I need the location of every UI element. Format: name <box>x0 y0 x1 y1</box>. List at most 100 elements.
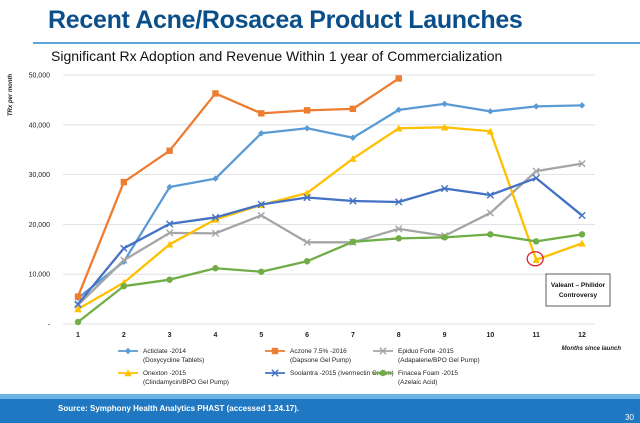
data-point <box>303 193 311 202</box>
data-point <box>532 167 540 175</box>
legend-marker <box>379 369 387 377</box>
data-point <box>532 238 540 245</box>
marker-stroke <box>379 347 387 355</box>
x-axis-ticks: 1 2 3 4 5 6 7 8 9 10 11 12 <box>76 332 586 339</box>
marker-stroke <box>165 229 174 237</box>
slide-subtitle: Significant Rx Adoption and Revenue With… <box>51 48 503 64</box>
footer-bar <box>0 399 640 423</box>
legend-entry: Onexton -2015 (Clindamycin/BPO Gel Pump) <box>118 369 229 386</box>
data-point <box>165 240 174 248</box>
x-tick-label: 9 <box>443 332 447 339</box>
data-point <box>303 125 311 132</box>
data-point <box>165 229 174 237</box>
data-point <box>211 229 220 238</box>
data-point <box>166 276 173 283</box>
marker-stroke <box>211 213 220 222</box>
legend-label: Finacea Foam -2015 <box>398 370 458 377</box>
data-point <box>120 256 128 264</box>
series-5 <box>74 174 586 308</box>
legend-marker <box>271 347 279 355</box>
marker-stroke <box>303 193 311 202</box>
data-point <box>395 75 402 82</box>
legend: Acticlate -2014 (Doxycycline Tablets) Aczo… <box>118 347 480 386</box>
marker-stroke <box>271 369 279 377</box>
y-axis-label: TRx per month <box>8 74 14 117</box>
data-point <box>303 258 311 265</box>
x-tick-label: 6 <box>305 332 309 339</box>
legend-sublabel: (Dapsone Gel Pump) <box>290 357 351 364</box>
x-tick-label: 5 <box>259 332 263 339</box>
data-point <box>303 238 311 247</box>
data-point <box>74 305 82 313</box>
y-tick-label: 40,000 <box>29 122 51 129</box>
legend-label: Aczone 7.5% -2016 <box>290 348 347 355</box>
marker-stroke <box>395 225 403 233</box>
x-tick-label: 11 <box>532 332 540 339</box>
annotation-box <box>545 273 611 307</box>
data-point <box>440 123 449 131</box>
marker-stroke <box>532 167 540 175</box>
legend-label: Acticlate -2014 <box>143 348 186 355</box>
x-tick-label: 4 <box>214 332 218 339</box>
data-point <box>349 134 357 141</box>
data-point <box>120 244 128 252</box>
legend-sublabel: (Azelaic Acid) <box>398 379 437 386</box>
x-tick-label: 8 <box>397 332 401 339</box>
data-point <box>395 235 402 242</box>
data-point <box>532 256 540 263</box>
x-axis-label: Months since launch <box>562 346 622 352</box>
marker-stroke <box>74 300 82 308</box>
data-point <box>74 318 82 326</box>
slide-title: Recent Acne/Rosacea Product Launches <box>48 6 523 34</box>
data-point <box>74 300 82 308</box>
data-point <box>166 147 173 154</box>
data-point <box>395 106 402 114</box>
series-line <box>77 233 583 323</box>
data-point <box>212 90 219 97</box>
marker-stroke <box>578 211 586 220</box>
data-point <box>120 282 128 290</box>
data-point <box>257 200 265 209</box>
legend-label: Onexton -2015 <box>143 370 186 377</box>
x-tick-label: 3 <box>168 332 172 339</box>
data-point <box>211 215 220 223</box>
data-point <box>441 234 448 241</box>
series-line <box>77 162 583 306</box>
y-tick-label: 30,000 <box>29 172 51 179</box>
annotation-line-2: Controversy <box>559 292 598 299</box>
legend-marker <box>124 347 132 355</box>
y-axis-ticks: - 10,000 20,000 30,000 40,000 50,000 <box>29 73 51 329</box>
data-point <box>349 154 357 162</box>
data-point <box>532 103 540 110</box>
data-point <box>578 239 586 247</box>
marker-stroke <box>486 191 495 199</box>
data-point <box>349 238 357 246</box>
x-tick-label: 2 <box>122 332 126 339</box>
data-point <box>166 183 173 191</box>
series-line <box>77 102 583 300</box>
data-point <box>212 175 219 182</box>
data-point <box>349 197 357 205</box>
data-point <box>303 107 311 114</box>
data-point <box>258 110 265 117</box>
x-tick-label: 7 <box>351 332 355 339</box>
series-1 <box>74 100 586 302</box>
marker-stroke <box>257 200 265 209</box>
x-tick-label: 1 <box>76 332 80 339</box>
series-line <box>77 126 583 311</box>
title-divider <box>33 42 640 44</box>
data-point <box>258 268 265 275</box>
source-note: Source: Symphony Health Analytics PHAST … <box>58 404 300 413</box>
y-tick-label: 50,000 <box>29 73 51 80</box>
data-point <box>212 265 219 272</box>
data-point <box>578 102 586 109</box>
data-point <box>486 191 495 199</box>
legend-marker <box>271 369 279 377</box>
marker-stroke <box>349 197 357 205</box>
y-tick-label: 20,000 <box>29 222 51 229</box>
data-point <box>487 108 494 115</box>
page-number: 30 <box>625 413 634 422</box>
marker-stroke <box>257 211 265 220</box>
marker-stroke <box>120 244 128 252</box>
